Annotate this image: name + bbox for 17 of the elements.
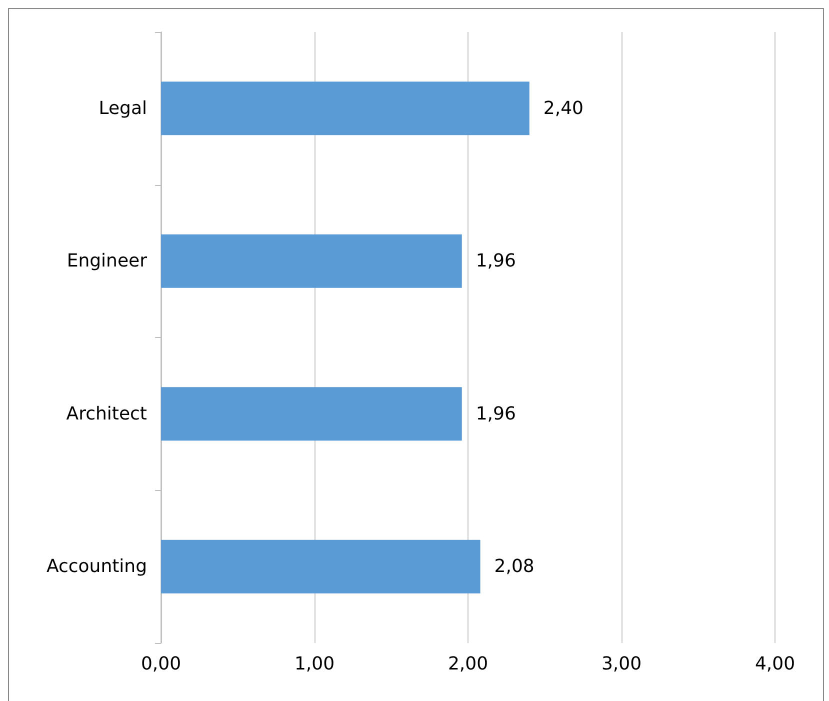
data-label: 1,96 bbox=[476, 250, 516, 272]
x-tick-label: 1,00 bbox=[294, 654, 335, 674]
x-tick-label: 4,00 bbox=[754, 654, 796, 674]
data-label: 2,08 bbox=[494, 556, 534, 578]
data-label: 2,40 bbox=[543, 98, 584, 119]
x-tick-label: 3,00 bbox=[601, 654, 642, 674]
bar bbox=[161, 540, 480, 594]
x-tick-label: 0,00 bbox=[140, 654, 182, 674]
y-tick-label: Legal bbox=[98, 98, 147, 119]
data-label: 1,96 bbox=[476, 403, 516, 424]
bar bbox=[161, 82, 530, 136]
bar bbox=[161, 387, 462, 441]
y-tick-label: Accounting bbox=[46, 556, 147, 578]
y-tick-label: Engineer bbox=[66, 250, 148, 272]
y-tick-label: Architect bbox=[66, 403, 147, 424]
bar bbox=[161, 234, 462, 288]
x-tick-label: 2,00 bbox=[448, 654, 488, 674]
